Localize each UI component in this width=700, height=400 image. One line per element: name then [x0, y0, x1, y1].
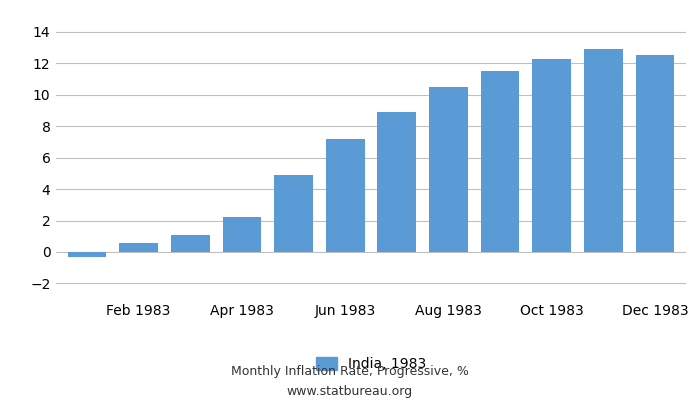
Text: Monthly Inflation Rate, Progressive, %: Monthly Inflation Rate, Progressive, % — [231, 366, 469, 378]
Bar — [377, 112, 416, 252]
Bar — [223, 217, 261, 252]
Bar — [429, 87, 468, 252]
Bar — [274, 175, 313, 252]
Bar — [584, 49, 623, 252]
Bar — [326, 139, 365, 252]
Bar — [119, 242, 158, 252]
Bar — [68, 252, 106, 257]
Bar — [171, 235, 209, 252]
Bar — [533, 58, 571, 252]
Bar — [481, 71, 519, 252]
Text: www.statbureau.org: www.statbureau.org — [287, 386, 413, 398]
Legend: India, 1983: India, 1983 — [310, 352, 432, 377]
Bar — [636, 56, 674, 252]
